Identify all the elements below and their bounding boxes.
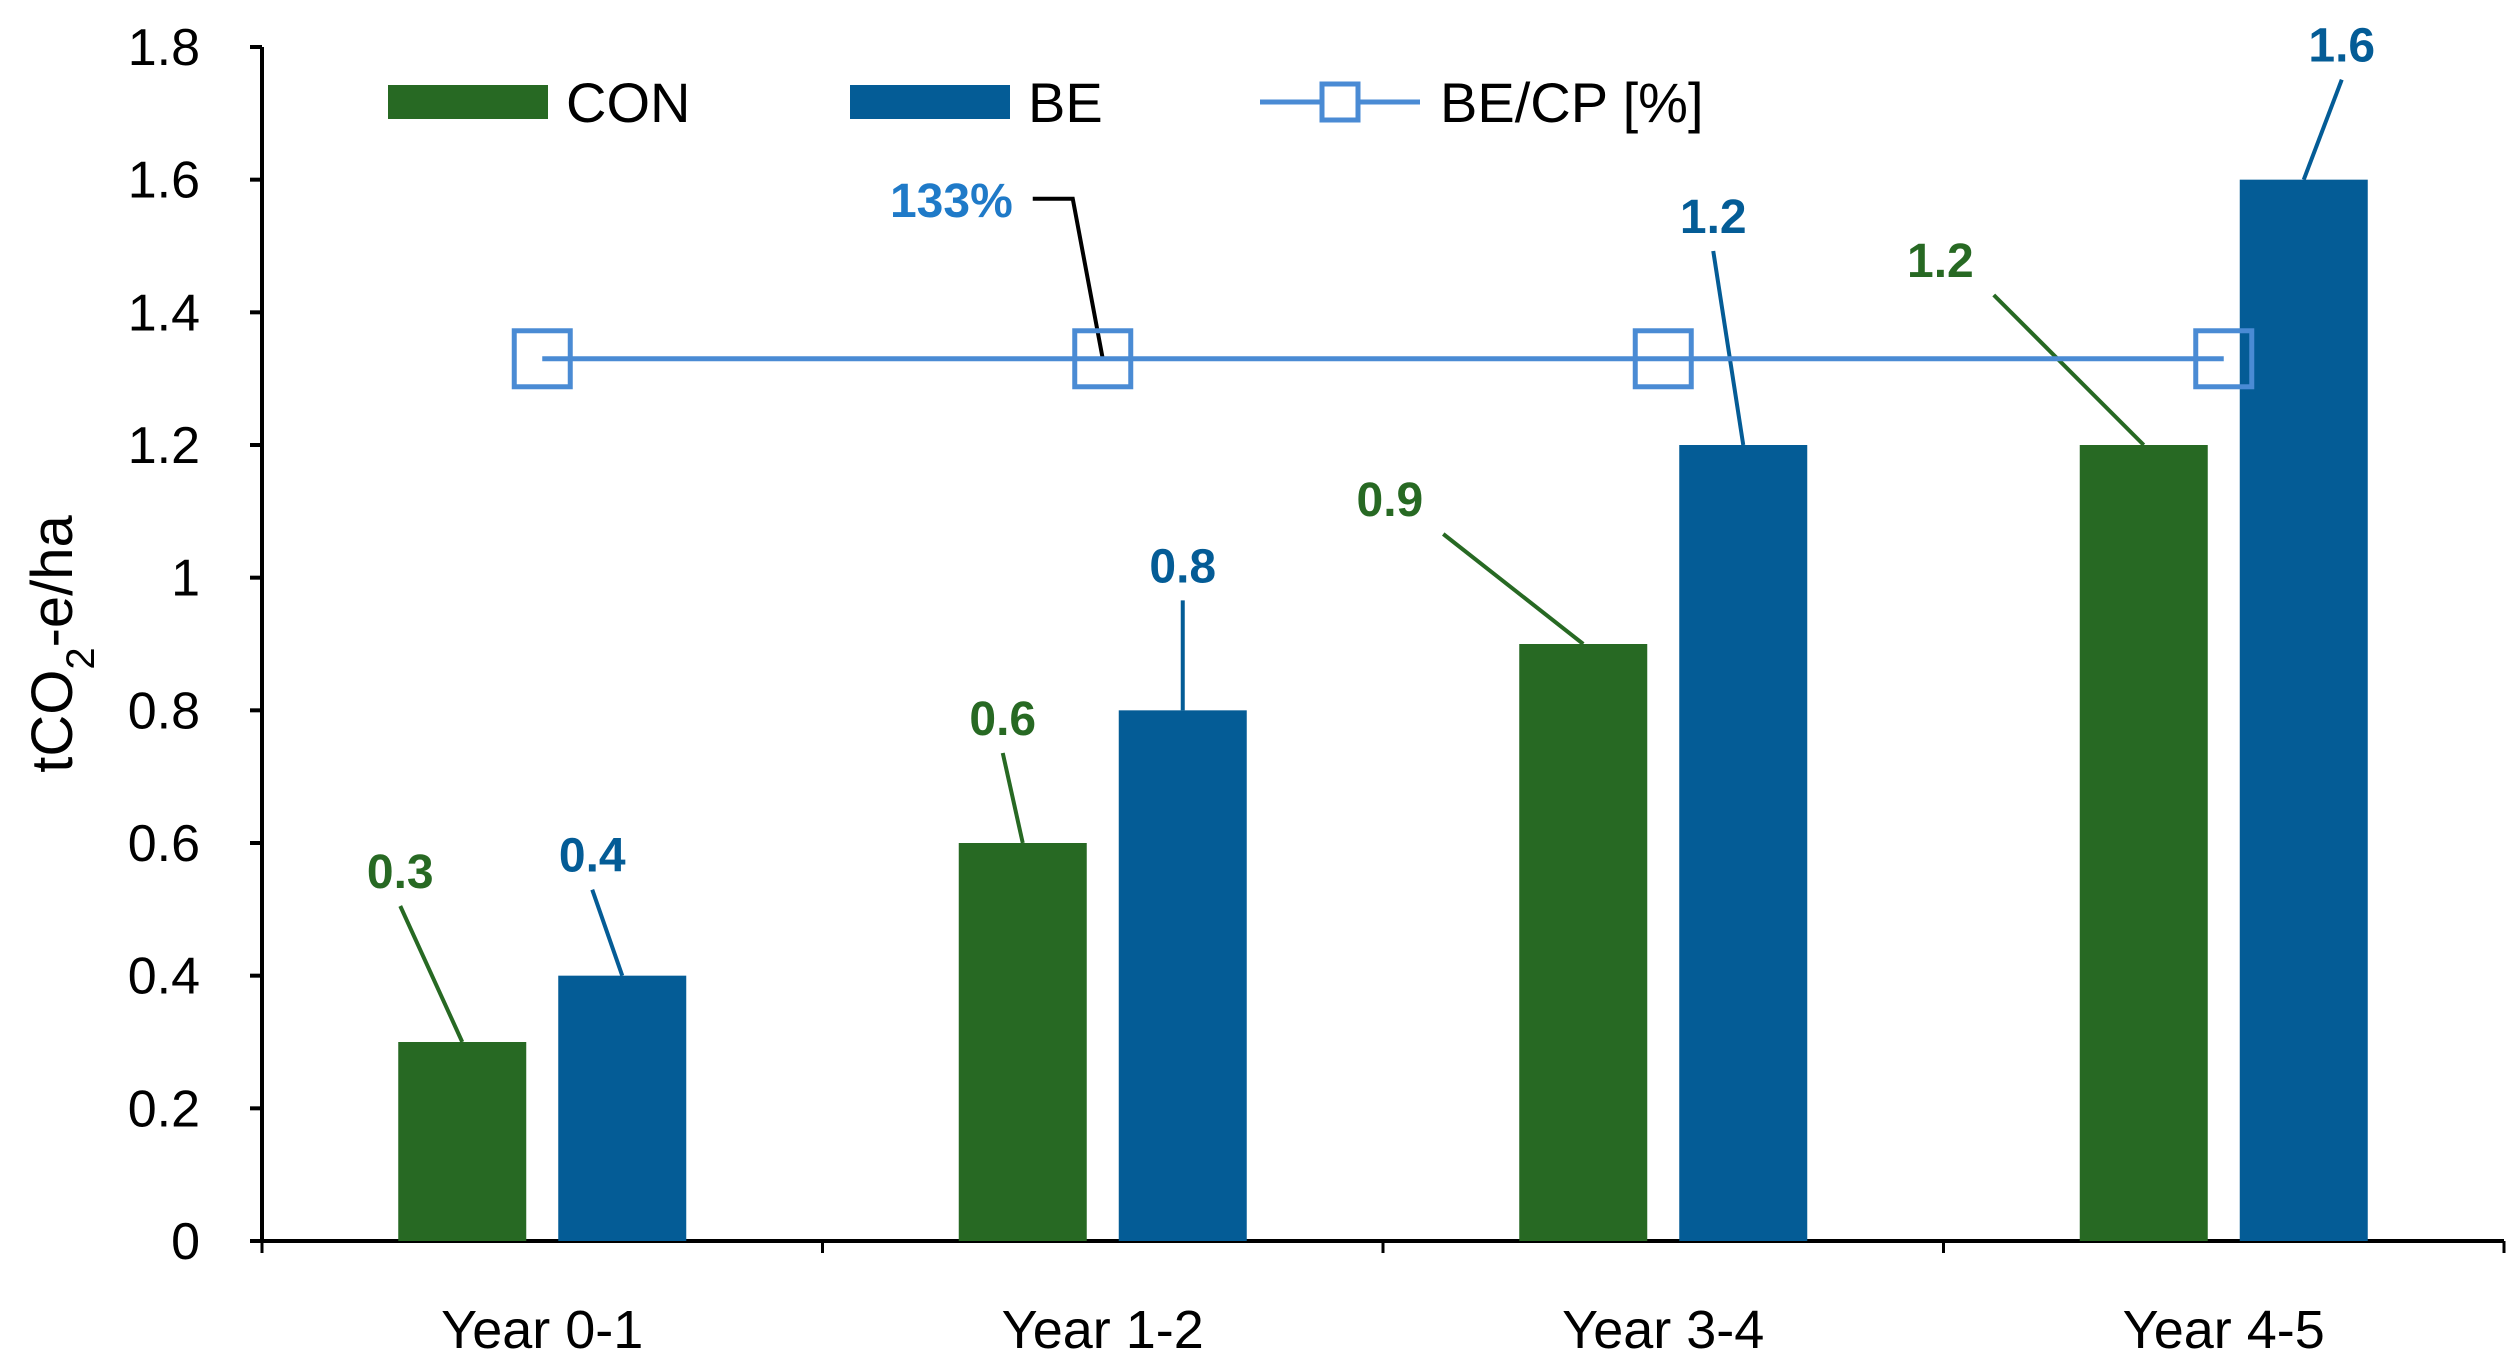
y-tick-label: 1.6: [128, 152, 200, 210]
ratio-data-label: 133%: [890, 175, 1013, 228]
legend-swatch-ratio-marker: [1319, 81, 1361, 123]
bar-be: [2239, 179, 2368, 1242]
bar-be: [1679, 445, 1808, 1241]
x-tick-label: Year 4-5: [2123, 1300, 2325, 1360]
bar-con: [2079, 445, 2208, 1241]
y-tick-label: 0.6: [128, 815, 200, 873]
legend-label-con: CON: [566, 71, 690, 134]
data-label-be: 0.8: [1149, 540, 1216, 593]
data-label-be: 0.4: [559, 830, 626, 883]
bars: [398, 179, 2368, 1242]
axes: 0 0.2 0.4 0.6 0.8 1 1.2 1.4 1.6 1.8 Year 0-1 Year 1…: [20, 19, 2506, 1360]
data-label-con: 0.9: [1357, 474, 1424, 527]
y-tick-label: 1.2: [128, 417, 200, 475]
bar-con: [1519, 644, 1648, 1241]
data-labels: 0.3 0.6 0.9 1.2 0.4 0.8 1.2 1.6 133%: [367, 20, 2375, 899]
bar-be: [558, 975, 687, 1241]
leader-line: [1442, 532, 1585, 646]
legend-swatch-con: [388, 85, 548, 119]
bar-con: [958, 843, 1087, 1241]
leader-line: [398, 905, 465, 1043]
leader-line: [590, 889, 625, 977]
y-tick-label: 0.4: [128, 948, 200, 1006]
legend-swatch-be: [850, 85, 1010, 119]
y-axis-label: tCO2-e/ha: [20, 514, 103, 772]
x-tick-label: Year 0-1: [441, 1300, 643, 1360]
y-tick-label: 0.2: [128, 1080, 200, 1138]
leader-lines: [398, 78, 2344, 1043]
bar-be: [1118, 710, 1247, 1241]
ratio-marker: [2193, 328, 2255, 390]
leader-line: [2301, 78, 2344, 181]
legend: CON BE BE/CP [%]: [388, 71, 1704, 134]
ratio-marker: [1632, 328, 1694, 390]
data-label-be: 1.2: [1680, 191, 1747, 244]
y-tick-label: 0.8: [128, 682, 200, 740]
x-tick-label: Year 3-4: [1562, 1300, 1764, 1360]
data-label-con: 0.6: [969, 693, 1036, 746]
data-label-con: 0.3: [367, 846, 434, 899]
y-tick-label: 1.4: [128, 284, 200, 342]
y-tick-label: 1: [171, 550, 200, 608]
y-tick-label: 0: [171, 1213, 200, 1271]
y-tick-label: 1.8: [128, 19, 200, 77]
data-label-con: 1.2: [1907, 235, 1974, 288]
legend-label-be: BE: [1028, 71, 1103, 134]
leader-line: [1992, 293, 2146, 447]
ratio-line-series: [511, 328, 2255, 390]
leader-line: [1000, 752, 1025, 844]
data-label-be: 1.6: [2308, 20, 2375, 73]
ratio-leader-line: [1032, 196, 1105, 360]
leader-line: [1711, 250, 1746, 446]
legend-label-ratio: BE/CP [%]: [1440, 71, 1704, 134]
x-tick-label: Year 1-2: [1002, 1300, 1204, 1360]
ratio-marker: [511, 328, 573, 390]
ratio-marker: [1072, 328, 1134, 390]
bar-con: [398, 1042, 527, 1241]
